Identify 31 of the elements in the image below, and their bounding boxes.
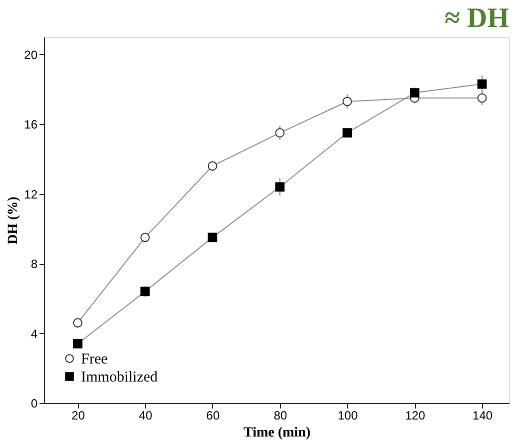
point [342, 128, 352, 138]
x-tick-label: 40 [138, 408, 153, 422]
point [73, 339, 82, 348]
x-tick-label: 120 [405, 408, 426, 422]
x-tick-label: 80 [274, 408, 288, 422]
point [410, 88, 420, 98]
y-tick-label: 12 [24, 187, 38, 202]
point [140, 232, 150, 242]
x-tick-label: 60 [206, 408, 220, 422]
point [208, 161, 218, 171]
x-axis-title: Time (min) [243, 426, 311, 440]
y-tick-label: 8 [30, 257, 38, 272]
y-tick-label: 16 [24, 118, 38, 132]
y-tick-label: 20 [24, 48, 38, 62]
x-tick-label: 20 [72, 408, 86, 422]
x-tick-label: 100 [338, 408, 358, 422]
y-axis-title: DH (%) [6, 196, 22, 244]
point [477, 93, 487, 103]
y-tick-label: 0 [30, 396, 38, 410]
legend-label: Immobilized [81, 370, 158, 386]
point [73, 318, 82, 328]
x-tick-label: 140 [472, 408, 493, 422]
point [275, 182, 285, 192]
y-tick-label: 4 [30, 326, 38, 341]
point [208, 232, 218, 242]
legend-label: Free [81, 352, 108, 368]
point [342, 96, 352, 106]
chart-title: ≈ DH [444, 3, 510, 34]
point [140, 286, 150, 296]
point [275, 128, 285, 138]
point [477, 79, 487, 89]
